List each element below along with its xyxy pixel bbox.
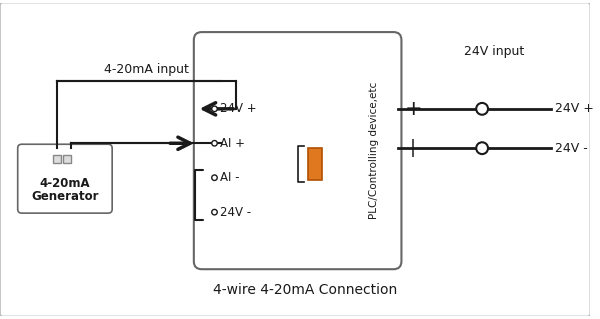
Text: Generator: Generator [31,190,98,203]
Text: 24V -: 24V - [220,206,251,219]
Bar [63,155,71,163]
Circle shape [212,175,217,181]
Bar [308,148,322,180]
Text: 24V input: 24V input [464,45,524,58]
Circle shape [212,106,217,112]
Text: +: + [404,99,422,119]
Text: 24V +: 24V + [555,102,594,115]
Text: PLC/Controlling device,etc: PLC/Controlling device,etc [369,82,379,219]
FancyBboxPatch shape [0,3,590,316]
Text: |: | [410,139,416,157]
Text: 4-20mA: 4-20mA [40,177,90,190]
Circle shape [476,103,488,115]
Text: AI -: AI - [220,171,240,184]
Circle shape [212,140,217,146]
Text: 4-wire 4-20mA Connection: 4-wire 4-20mA Connection [213,283,397,297]
FancyBboxPatch shape [194,32,401,269]
Text: 4-20mA input: 4-20mA input [104,63,189,76]
Circle shape [212,209,217,215]
Circle shape [476,142,488,154]
Text: 24V +: 24V + [220,102,257,115]
FancyBboxPatch shape [18,144,112,213]
Bar [53,155,61,163]
Text: AI +: AI + [220,137,245,150]
Text: 24V -: 24V - [555,142,587,155]
